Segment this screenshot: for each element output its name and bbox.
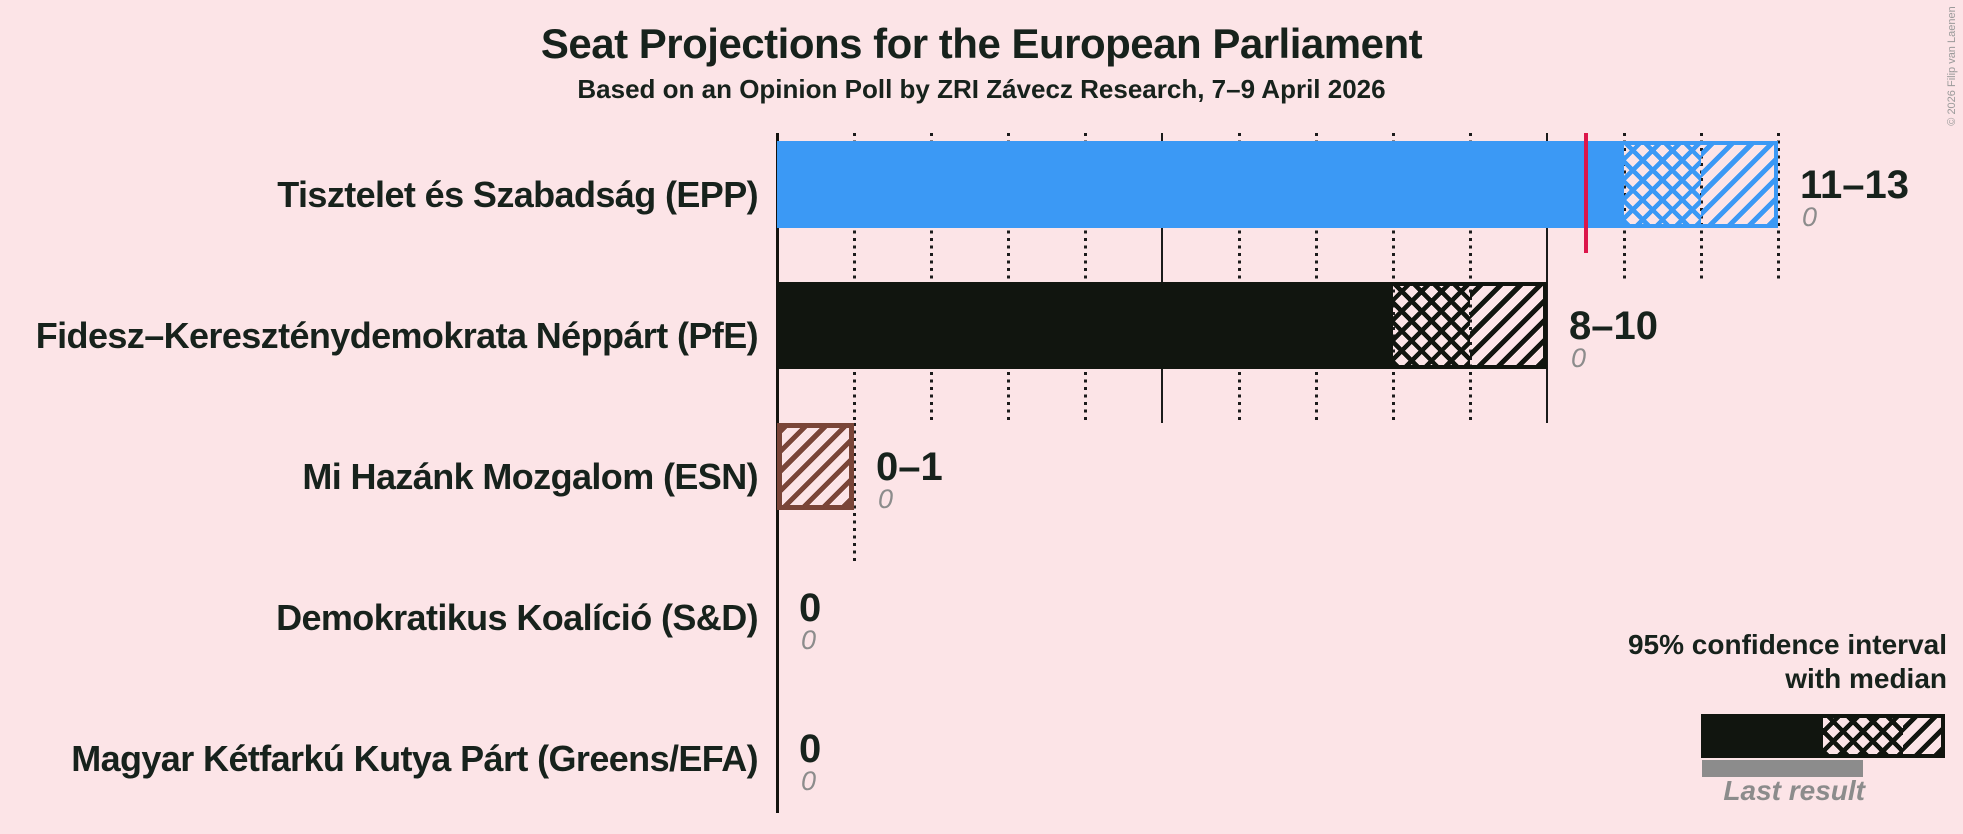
- party-label: Fidesz–Kereszténydemokrata Néppárt (PfE): [35, 314, 759, 356]
- last-result-label: 0: [1802, 201, 1818, 232]
- legend-bar-diagonal-segment: [1903, 714, 1945, 758]
- gridline-seat-10: [1546, 282, 1548, 423]
- legend-last-result-label: Last result: [1723, 775, 1865, 806]
- last-result-label: 0: [878, 483, 894, 514]
- range-label: 0–1: [876, 444, 943, 489]
- last-result-label: 0: [801, 624, 817, 655]
- legend-ci-label: 95% confidence interval with median: [1628, 628, 1947, 696]
- bar-solid-segment: [777, 282, 1393, 369]
- page-title: Seat Projections for the European Parlia…: [540, 20, 1423, 67]
- bar-crosshatch-segment: [1624, 141, 1701, 228]
- range-label: 0: [799, 585, 822, 630]
- majority-line: [1583, 133, 1588, 253]
- bar-row: [777, 282, 1547, 369]
- copyright-notice: © 2026 Filip van Laenen: [1946, 6, 1958, 126]
- last-result-label: 0: [1571, 342, 1587, 373]
- legend-bar-solid-segment: [1701, 714, 1823, 758]
- bar-row: [777, 423, 854, 510]
- legend-sample-bar: [1701, 714, 1945, 758]
- range-label: 8–10: [1569, 303, 1658, 348]
- bar-diagonal-segment: [777, 423, 854, 510]
- gridline-seat-1: [853, 423, 856, 564]
- bar-solid-segment: [777, 141, 1624, 228]
- party-label: Tisztelet és Szabadság (EPP): [277, 173, 758, 215]
- chart-subtitle: Based on an Opinion Poll by ZRI Závecz R…: [577, 74, 1386, 104]
- bar-row: [777, 141, 1778, 228]
- range-label: 0: [799, 726, 822, 771]
- legend-bar-crosshatch-segment: [1823, 714, 1903, 758]
- bar-diagonal-segment: [1470, 282, 1547, 369]
- legend-last-result-bar: [1702, 760, 1863, 777]
- bar-crosshatch-segment: [1393, 282, 1470, 369]
- party-label: Magyar Kétfarkú Kutya Párt (Greens/EFA): [71, 737, 758, 779]
- party-label: Demokratikus Koalíció (S&D): [276, 596, 759, 638]
- party-label: Mi Hazánk Mozgalom (ESN): [302, 455, 758, 497]
- bar-diagonal-segment: [1701, 141, 1778, 228]
- legend-ci-line2: with median: [1785, 663, 1947, 694]
- last-result-label: 0: [801, 765, 817, 796]
- legend-ci-line1: 95% confidence interval: [1627, 629, 1947, 660]
- range-label: 11–13: [1800, 162, 1910, 207]
- gridline-seat-13: [1777, 133, 1780, 282]
